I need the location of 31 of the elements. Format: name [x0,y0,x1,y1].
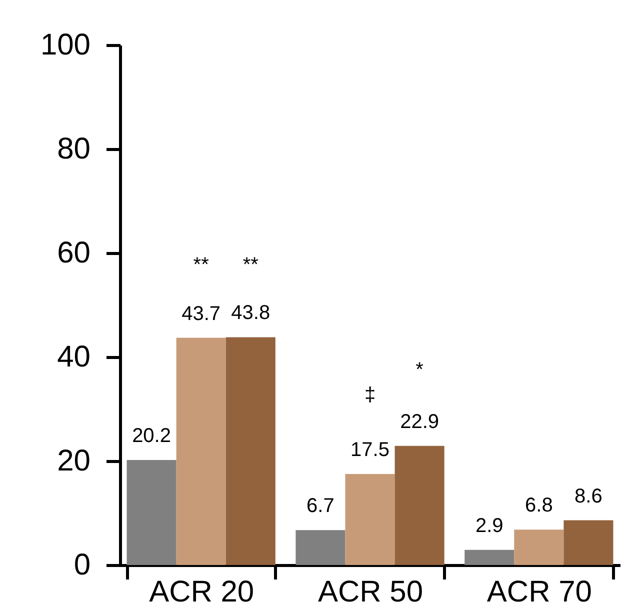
bar [564,520,614,565]
y-tick-label: 60 [57,236,90,270]
data-label: 17.5 [350,439,390,461]
data-label: 22.9 [400,410,440,433]
bar [126,460,176,565]
bar [464,550,514,565]
y-tick-label: 0 [74,548,90,582]
bar [176,338,226,565]
data-label: 43.8 [231,302,270,324]
data-label: 2.9 [475,514,504,537]
bar [345,474,395,565]
annotation: ** [193,254,210,276]
bar [296,530,346,565]
data-label: 8.6 [574,485,602,508]
bar [394,446,444,565]
data-label: 6.7 [306,495,334,518]
y-tick-label: 80 [57,132,90,166]
x-tick-label: ACR 20 [149,576,254,608]
annotation: * [416,359,424,381]
bar [226,337,276,565]
x-tick-label: ACR 70 [486,576,592,608]
annotation: ** [242,254,259,276]
bar [514,530,564,565]
x-tick-label: ACR 50 [318,576,424,608]
annotation: ‡ [364,384,376,406]
data-label: 6.8 [525,494,553,517]
y-tick-label: 40 [57,340,90,374]
data-label: 43.7 [182,302,221,325]
y-tick-label: 20 [57,444,90,478]
data-label: 20.2 [132,424,171,447]
y-tick-label: 100 [40,28,90,62]
